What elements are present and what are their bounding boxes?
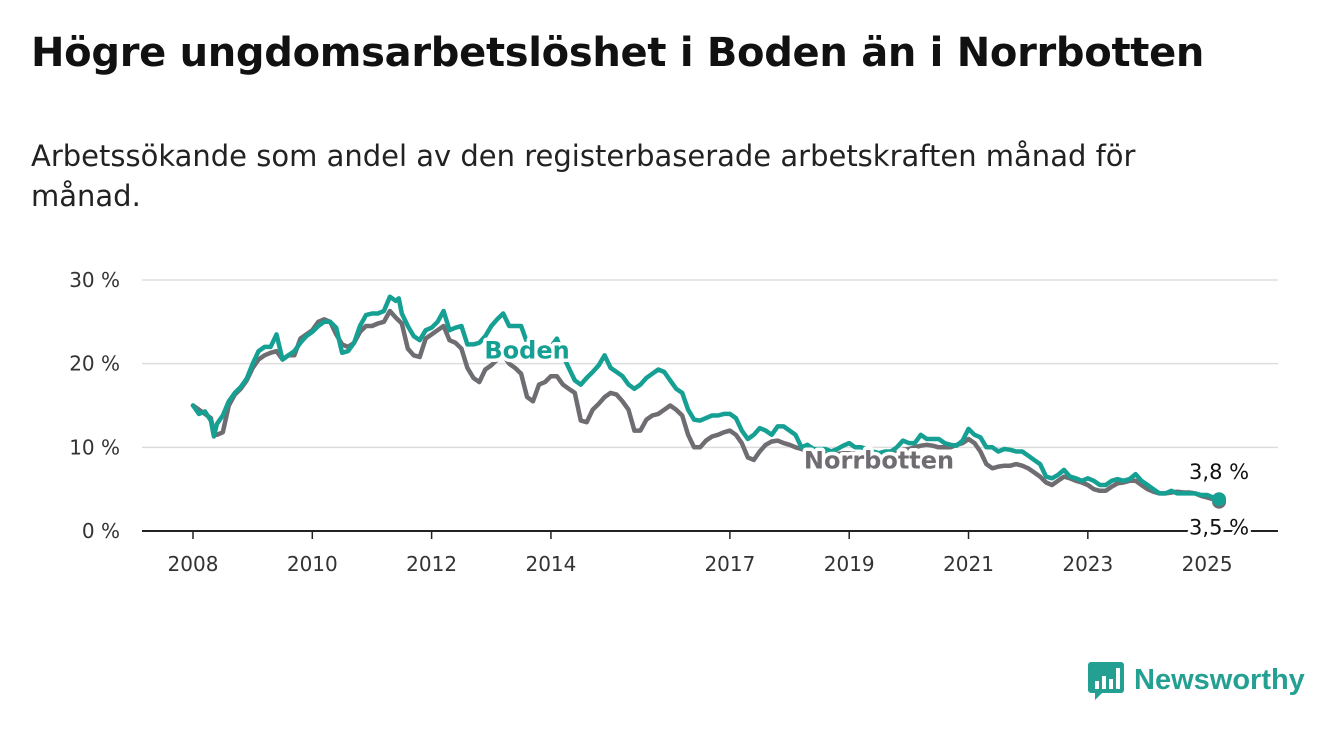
x-tick-label: 2019	[824, 552, 875, 576]
x-tick-label: 2017	[704, 552, 755, 576]
y-tick-label: 10 %	[69, 435, 120, 459]
chart-subtitle: Arbetssökande som andel av den registerb…	[31, 139, 1136, 213]
brand-logo: Newsworthy	[1088, 660, 1305, 700]
series-line-boden	[190, 294, 1222, 502]
y-tick-label: 20 %	[69, 352, 120, 376]
y-axis: 0 % 10 % 20 % 30 %	[69, 268, 120, 543]
newsworthy-logo-icon	[1088, 662, 1124, 700]
x-tick-label: 2021	[943, 552, 994, 576]
y-tick-label: 0 %	[82, 519, 120, 543]
grid-lines	[142, 279, 1278, 532]
x-tick-label: 2008	[168, 552, 219, 576]
end-label-norrbotten: 3,5 %	[1189, 516, 1249, 540]
x-tick-label: 2010	[287, 552, 338, 576]
end-label-boden: 3,8 %	[1189, 460, 1249, 484]
chart-title: Högre ungdomsarbetslöshet i Boden än i N…	[31, 30, 1205, 76]
series-labels: Boden Norrbotten 3,8 % 3,5 %	[481, 333, 1252, 543]
line-chart: 2008 2010 2012 2014 2017 2019 2021 2023 2025 0 %…	[69, 268, 1278, 576]
series-label-norrbotten: Norrbotten	[804, 446, 954, 474]
x-tick-label: 2012	[406, 552, 457, 576]
series-label-boden: Boden	[484, 337, 569, 365]
x-axis: 2008 2010 2012 2014 2017 2019 2021 2023 2025	[168, 531, 1233, 576]
x-tick-label: 2025	[1182, 552, 1233, 576]
x-tick-label: 2014	[525, 552, 576, 576]
y-tick-label: 30 %	[69, 268, 120, 292]
x-tick-label: 2023	[1062, 552, 1113, 576]
series-endpoint-boden	[1212, 492, 1227, 507]
series-lines	[190, 294, 1227, 509]
brand-name: Newsworthy	[1134, 663, 1305, 696]
